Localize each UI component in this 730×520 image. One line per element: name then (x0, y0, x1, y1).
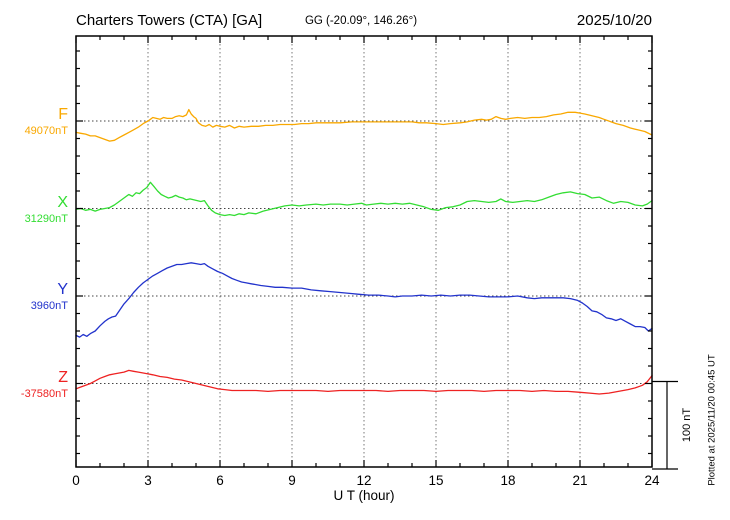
x-axis-label: U T (hour) (333, 488, 395, 503)
channel-letter-Z: Z (58, 368, 68, 386)
x-tick-label-24: 24 (644, 473, 660, 488)
x-tick-label-3: 3 (144, 473, 152, 488)
channel-baseline-Y: 3960nT (30, 300, 68, 312)
x-tick-label-6: 6 (216, 473, 224, 488)
trace-X (75, 181, 653, 217)
observation-date: 2025/10/20 (576, 12, 652, 29)
trace-Z (75, 369, 653, 395)
x-tick-label-15: 15 (428, 473, 443, 488)
station-title: Charters Towers (CTA) [GA] (76, 12, 263, 29)
scale-bar-label: 100 nT (681, 407, 693, 443)
x-tick-label-0: 0 (72, 473, 80, 488)
channel-label-Y: Y 3960nT (0, 282, 68, 315)
x-tick-label-21: 21 (572, 473, 587, 488)
x-tick-label-18: 18 (500, 473, 515, 488)
channel-letter-Y: Y (57, 281, 68, 298)
channel-baseline-Z: -37580nT (20, 387, 68, 400)
x-tick-label-9: 9 (288, 473, 296, 488)
x-tick-label-12: 12 (356, 473, 371, 488)
channel-letter-F: F (58, 106, 68, 123)
geographic-coordinates: GG (-20.09°, 146.26°) (304, 15, 418, 27)
channel-label-F: F 49070nT (0, 107, 68, 140)
plotted-at-timestamp: Plotted at 2025/11/20 00:45 UT (706, 354, 718, 486)
trace-Y (75, 262, 653, 338)
channel-baseline-F: 49070nT (24, 125, 68, 137)
trace-F (75, 108, 653, 142)
channel-baseline-X: 31290nT (24, 212, 68, 225)
channel-label-Z: Z -37580nT (0, 368, 68, 403)
channel-label-X: X 31290nT (0, 193, 68, 228)
channel-letter-X: X (57, 193, 68, 211)
